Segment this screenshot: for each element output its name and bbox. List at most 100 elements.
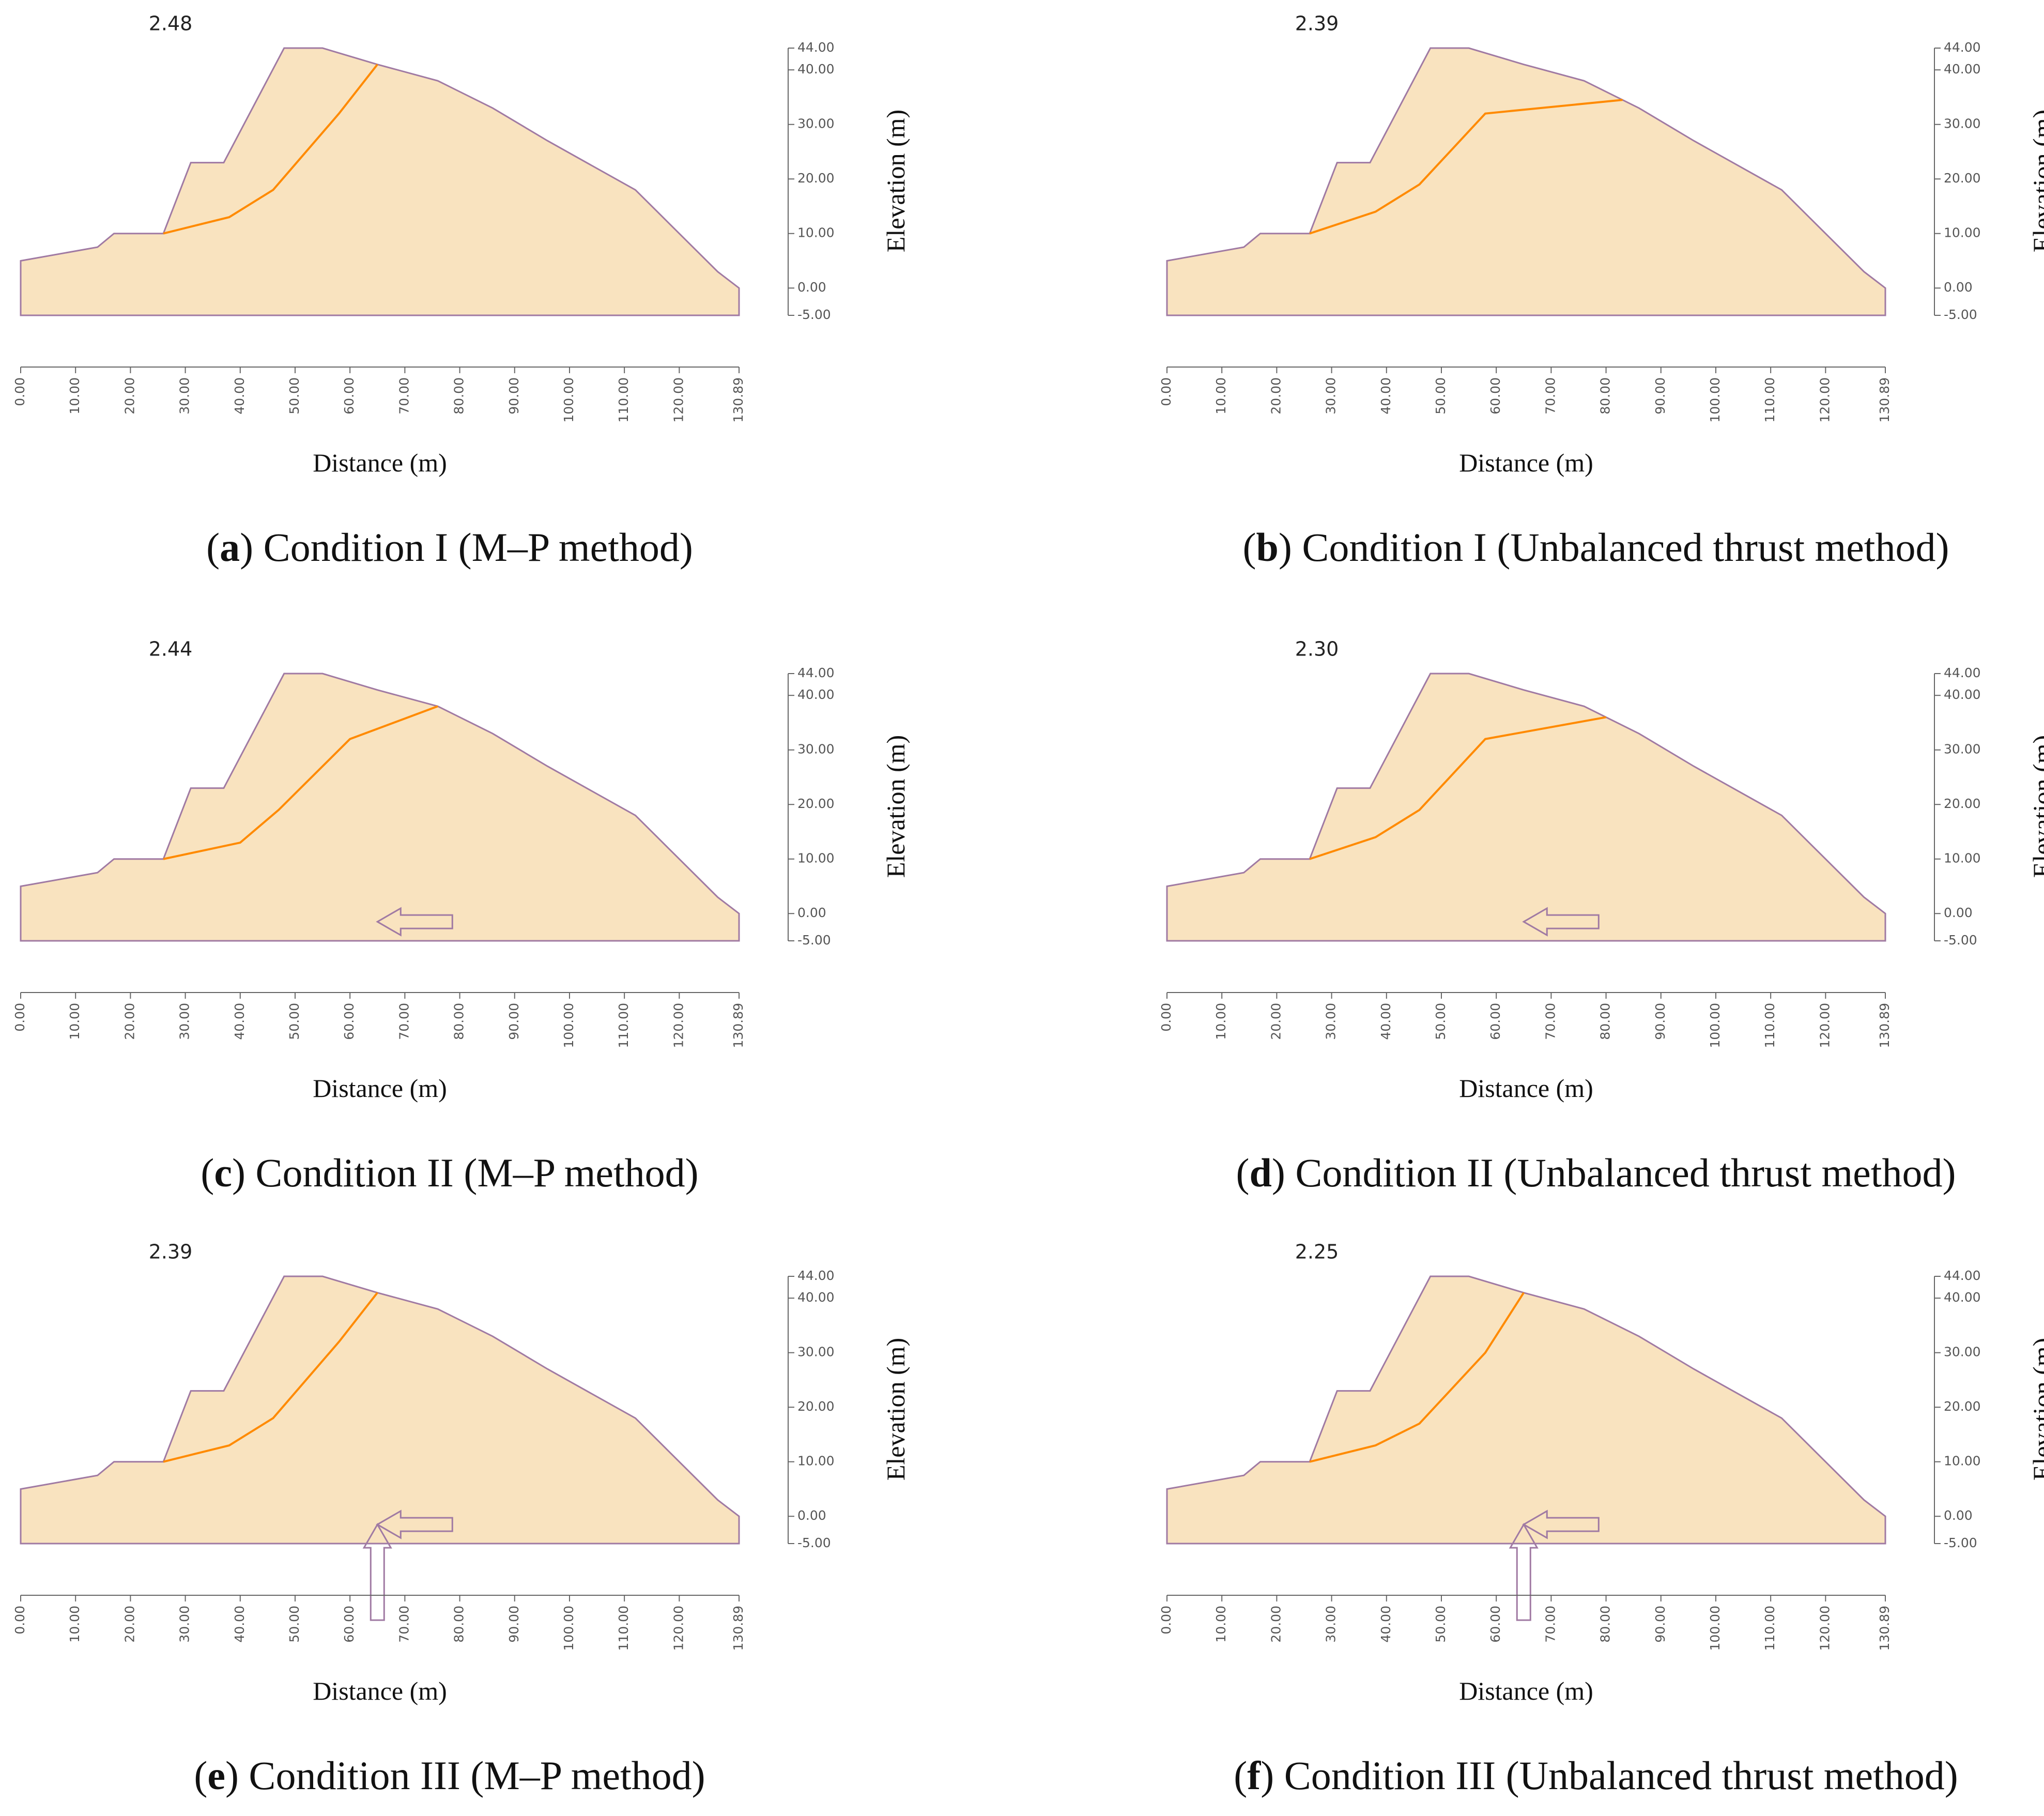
x-tick-label: 80.00 xyxy=(452,1003,467,1040)
chart-panel: 44.00 40.00 30.00 20.00 10.00 0.00 -5.00 0.00 10… xyxy=(1159,638,2044,1196)
x-tick-label: 10.00 xyxy=(1213,1003,1228,1040)
y-tick-label: 10.00 xyxy=(1944,1454,1981,1469)
caption-part: ( xyxy=(206,525,220,570)
x-tick-label: 20.00 xyxy=(1268,1003,1283,1040)
y-tick-label: 44.00 xyxy=(1944,1268,1981,1283)
x-tick-label: 50.00 xyxy=(287,377,302,415)
y-tick-label: 0.00 xyxy=(1944,280,1973,295)
y-tick-label: 44.00 xyxy=(797,40,835,55)
safety-factor: 2.39 xyxy=(1295,12,1339,35)
x-tick-label: 100.00 xyxy=(1708,1003,1723,1048)
x-tick-label: 10.00 xyxy=(67,377,82,415)
x-axis-title: Distance (m) xyxy=(1459,1676,1593,1705)
chart-panel: 44.00 40.00 30.00 20.00 10.00 0.00 -5.00 0.00 10… xyxy=(12,638,910,1196)
y-tick-label: 10.00 xyxy=(797,225,835,240)
slip-surface xyxy=(163,705,438,860)
caption-part: ( xyxy=(1243,525,1256,570)
y-tick-label: 0.00 xyxy=(1944,905,1973,920)
y-axis-title: Elevation (m) xyxy=(881,110,910,252)
x-tick-label: 130.89 xyxy=(731,1606,746,1651)
x-tick-label: 20.00 xyxy=(122,377,137,415)
x-tick-label: 90.00 xyxy=(506,1606,521,1643)
slope-profile xyxy=(1166,47,1886,316)
x-tick-label: 50.00 xyxy=(1433,1003,1448,1040)
x-tick-label: 110.00 xyxy=(616,1003,631,1048)
y-tick-label: 0.00 xyxy=(797,1508,826,1523)
y-tick-label: 40.00 xyxy=(797,1290,835,1305)
x-tick-label: 30.00 xyxy=(177,1606,192,1643)
safety-factor: 2.30 xyxy=(1295,638,1339,661)
x-tick-label: 50.00 xyxy=(1433,377,1448,415)
y-tick-label: -5.00 xyxy=(797,307,831,322)
chart-panel: 44.00 40.00 30.00 20.00 10.00 0.00 -5.00 0.00 10… xyxy=(12,12,910,570)
x-tick-label: 30.00 xyxy=(1324,1003,1339,1040)
slope-profile xyxy=(1166,673,1886,942)
x-axis-title: Distance (m) xyxy=(313,1074,447,1103)
x-tick-label: 100.00 xyxy=(1708,377,1723,422)
x-tick-label: 70.00 xyxy=(396,377,411,415)
x-tick-label: 90.00 xyxy=(1653,377,1668,415)
y-tick-label: 20.00 xyxy=(797,1399,835,1414)
caption: (e) Condition III (M–P method) xyxy=(194,1753,705,1798)
x-tick-label: 70.00 xyxy=(1543,1003,1558,1040)
x-tick-label: 130.89 xyxy=(731,1003,746,1048)
caption-part: c xyxy=(214,1150,232,1195)
y-tick-label: -5.00 xyxy=(797,1535,831,1550)
chart-panel: 44.00 40.00 30.00 20.00 10.00 0.00 -5.00 0.00 10… xyxy=(12,1241,910,1798)
x-axis-title: Distance (m) xyxy=(313,448,447,477)
x-tick-label: 130.89 xyxy=(731,377,746,422)
safety-factor: 2.44 xyxy=(149,638,193,661)
caption-part: ) Condition I (M–P method) xyxy=(240,525,693,570)
y-tick-label: 0.00 xyxy=(797,280,826,295)
caption-part: d xyxy=(1250,1150,1272,1195)
x-tick-label: 80.00 xyxy=(1598,1606,1613,1643)
x-axis-title: Distance (m) xyxy=(1459,1074,1593,1103)
x-tick-label: 0.00 xyxy=(1159,1606,1174,1635)
caption-part: f xyxy=(1247,1753,1261,1798)
y-tick-label: 20.00 xyxy=(1944,1399,1981,1414)
x-tick-label: 90.00 xyxy=(506,1003,521,1040)
x-tick-label: 120.00 xyxy=(1817,1606,1832,1651)
x-tick-label: 60.00 xyxy=(342,377,357,415)
slip-surface xyxy=(163,1292,378,1463)
slip-surface xyxy=(1309,99,1623,235)
slope-profile xyxy=(20,673,740,942)
x-tick-label: 0.00 xyxy=(1159,377,1174,406)
y-tick-label: 40.00 xyxy=(1944,687,1981,702)
y-tick-label: 30.00 xyxy=(797,742,835,757)
x-tick-label: 120.00 xyxy=(1817,377,1832,422)
caption-part: ) Condition I (Unbalanced thrust method) xyxy=(1279,525,1949,570)
caption-part: ) Condition III (M–P method) xyxy=(225,1753,705,1798)
slope-profile xyxy=(20,1275,740,1545)
x-tick-label: 40.00 xyxy=(232,1606,247,1643)
x-tick-label: 90.00 xyxy=(506,377,521,415)
load-arrow xyxy=(376,1509,453,1539)
safety-factor: 2.48 xyxy=(149,12,193,35)
y-axis-title: Elevation (m) xyxy=(2027,110,2044,252)
y-tick-label: 30.00 xyxy=(797,1345,835,1360)
x-tick-label: 30.00 xyxy=(1324,377,1339,415)
y-tick-label: 0.00 xyxy=(1944,1508,1973,1523)
y-tick-label: 10.00 xyxy=(1944,851,1981,866)
safety-factor: 2.39 xyxy=(149,1241,193,1263)
x-tick-label: 30.00 xyxy=(177,1003,192,1040)
y-tick-label: 30.00 xyxy=(797,116,835,131)
x-tick-label: 110.00 xyxy=(1762,377,1777,422)
x-tick-label: 10.00 xyxy=(1213,1606,1228,1643)
x-tick-label: 60.00 xyxy=(1488,1606,1503,1643)
y-tick-label: 20.00 xyxy=(797,796,835,811)
x-tick-label: 10.00 xyxy=(67,1606,82,1643)
caption-part: ( xyxy=(201,1150,214,1195)
x-tick-label: 60.00 xyxy=(342,1003,357,1040)
y-tick-label: 40.00 xyxy=(797,687,835,702)
caption-part: e xyxy=(207,1753,225,1798)
y-tick-label: 10.00 xyxy=(797,1454,835,1469)
x-tick-label: 80.00 xyxy=(1598,1003,1613,1040)
chart-panel: 44.00 40.00 30.00 20.00 10.00 0.00 -5.00 0.00 10… xyxy=(1159,1241,2044,1798)
caption: (f) Condition III (Unbalanced thrust met… xyxy=(1234,1753,1958,1798)
x-tick-label: 110.00 xyxy=(616,377,631,422)
load-arrow xyxy=(362,1523,392,1621)
y-tick-label: 44.00 xyxy=(1944,665,1981,680)
x-tick-label: 130.89 xyxy=(1877,377,1892,422)
x-tick-label: 70.00 xyxy=(396,1003,411,1040)
